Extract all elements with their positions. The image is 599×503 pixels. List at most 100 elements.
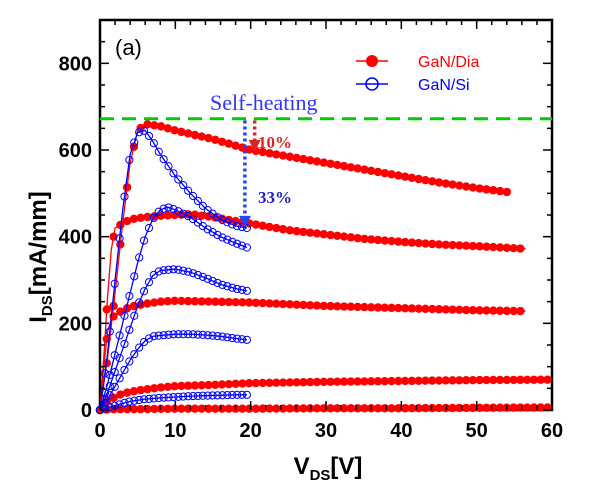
gan-si-marker: [144, 278, 154, 287]
gan-dia-marker: [170, 296, 179, 306]
gan-si-marker: [144, 394, 154, 403]
gan-dia-marker: [163, 124, 172, 133]
gan-dia-marker: [522, 403, 532, 412]
gan-dia-marker: [299, 378, 308, 387]
gan-si-marker: [169, 330, 178, 339]
gan-dia-marker: [177, 127, 186, 137]
gan-si-marker: [193, 196, 203, 206]
gan-dia-marker: [400, 304, 410, 313]
gan-si-marker: [110, 279, 119, 288]
gan-dia-marker: [265, 149, 274, 158]
gan-dia-marker: [299, 227, 308, 237]
gan-dia-marker: [482, 242, 491, 251]
gan-dia-marker: [421, 403, 430, 413]
gan-dia-marker: [495, 306, 505, 315]
gan-si-curve-line: [99, 268, 248, 411]
gan-si-marker: [188, 330, 198, 339]
gan-dia-marker: [468, 375, 478, 385]
gan-si-marker: [130, 138, 139, 147]
gan-si-marker: [144, 334, 154, 343]
gan-dia-marker: [387, 404, 396, 413]
gan-si-marker: [184, 267, 193, 276]
gan-si-marker: [159, 331, 168, 340]
gan-dia-marker: [299, 404, 308, 413]
gan-si-marker: [135, 343, 144, 352]
gan-si-marker: [115, 331, 124, 340]
y-axis-title-suffix: [mA/mm]: [25, 191, 52, 295]
gan-dia-marker: [197, 132, 206, 141]
y-axis-title: IDS[mA/mm]: [25, 191, 56, 323]
gan-dia-marker: [489, 375, 498, 385]
gan-si-marker: [228, 237, 237, 246]
gan-si-marker: [135, 128, 144, 137]
gan-dia-marker: [522, 375, 532, 385]
gan-dia-marker: [360, 302, 369, 312]
gan-dia-marker: [272, 150, 281, 159]
gan-dia-marker: [319, 230, 328, 239]
gan-dia-marker: [170, 404, 179, 413]
gan-dia-marker: [272, 223, 281, 233]
annotation-layer: [238, 120, 261, 228]
gan-dia-marker: [285, 152, 295, 161]
gan-dia-marker: [122, 304, 132, 313]
gan-si-marker: [105, 382, 114, 391]
gan-dia-marker: [109, 393, 118, 403]
gan-dia-marker: [367, 377, 376, 386]
gan-dia-marker: [197, 297, 206, 306]
gan-dia-marker: [428, 304, 437, 314]
gan-dia-marker: [244, 379, 254, 388]
gan-si-marker: [105, 391, 114, 400]
gan-dia-marker: [136, 123, 145, 133]
gan-si-marker: [159, 204, 168, 213]
gan-si-marker: [144, 131, 154, 141]
gan-si-marker: [125, 291, 134, 301]
gan-dia-marker: [373, 404, 383, 413]
gan-si-marker: [233, 390, 242, 399]
gan-dia-marker: [326, 301, 335, 311]
gan-dia-marker: [421, 304, 430, 314]
gan-dia-marker: [292, 226, 301, 236]
gan-dia-marker: [258, 147, 267, 157]
gan-si-marker: [218, 391, 227, 400]
gan-si-marker: [233, 222, 242, 231]
x-tick-label: 40: [390, 420, 412, 442]
gan-si-marker: [135, 298, 144, 307]
gan-dia-marker: [177, 381, 186, 391]
gan-dia-marker: [455, 181, 464, 190]
gan-dia-marker: [109, 301, 118, 311]
panel-label: (a): [115, 35, 142, 60]
gan-dia-marker: [400, 376, 410, 386]
gan-dia-marker: [455, 241, 464, 250]
gan-dia-marker: [258, 298, 267, 308]
gan-si-marker: [164, 330, 173, 339]
x-axis-title-sub: DS: [310, 467, 331, 484]
gan-si-marker: [149, 394, 158, 403]
gan-si-curve-line: [99, 129, 248, 411]
gan-dia-marker: [265, 378, 274, 388]
gan-si-marker: [223, 333, 232, 342]
y-axis-title-sub: DS: [39, 295, 56, 316]
gan-si-marker: [135, 395, 144, 405]
gan-dia-marker: [448, 240, 457, 250]
gan-dia-marker: [448, 305, 457, 314]
gan-si-marker: [164, 203, 173, 212]
gan-dia-marker: [461, 376, 471, 385]
gan-dia-marker: [434, 178, 444, 187]
gan-dia-marker: [190, 381, 200, 390]
y-tick-label: 600: [59, 140, 92, 162]
gan-dia-marker: [285, 404, 295, 413]
gan-dia-marker: [211, 135, 220, 145]
gan-dia-marker: [116, 220, 125, 230]
gan-si-marker: [174, 175, 183, 184]
gan-si-marker: [242, 335, 251, 344]
gan-si-marker: [105, 327, 114, 336]
gan-dia-marker: [353, 233, 362, 243]
gan-si-marker: [130, 396, 139, 405]
gan-dia-marker: [177, 296, 186, 306]
legend-marker-gan-dia: [366, 55, 378, 67]
gan-dia-marker: [177, 210, 186, 219]
y-tick-label: 200: [59, 313, 92, 335]
gan-si-marker: [100, 404, 109, 413]
gan-dia-marker: [489, 306, 498, 315]
gan-si-marker: [164, 265, 173, 274]
